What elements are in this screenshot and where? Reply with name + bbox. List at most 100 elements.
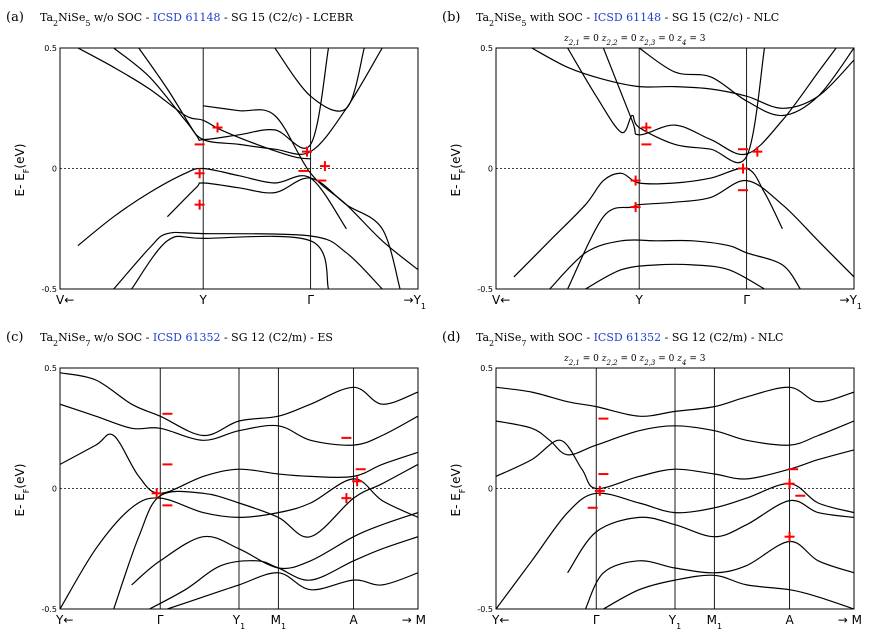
band-line <box>77 48 311 160</box>
band-chart-b: (b) Ta2NiSe5 with SOC - ICSD 61148 - SG 1… <box>442 10 862 311</box>
y-tick-label: -0.5 <box>41 605 57 614</box>
band-line <box>496 420 854 456</box>
band-line <box>585 263 765 289</box>
band-line <box>60 403 418 446</box>
chart-title: Ta2NiSe5 w/o SOC - ICSD 61148 - SG 15 (C… <box>40 11 354 28</box>
panel-label: (d) <box>442 330 460 345</box>
kpoint-label: Y <box>199 293 208 307</box>
kpoint-label: Y← <box>55 613 73 627</box>
kpoint-label: A <box>349 613 358 627</box>
y-tick-label: 0 <box>52 165 57 174</box>
y-tick-label: 0.5 <box>44 44 57 53</box>
band-line <box>60 478 418 609</box>
band-line <box>203 105 418 271</box>
y-tick-label: 0.5 <box>480 44 493 53</box>
z2-invariants: z2,1 = 0 z2,2 = 0 z2,3 = 0 z4 = 3 <box>563 354 706 367</box>
band-chart-d: (d) Ta2NiSe7 with SOC - ICSD 61352 - SG 1… <box>442 330 862 631</box>
z2-invariants: z2,1 = 0 z2,2 = 0 z2,3 = 0 z4 = 3 <box>563 34 706 47</box>
band-line <box>567 48 766 164</box>
band-line <box>113 48 383 155</box>
kpoint-label: →Y1 <box>404 293 426 311</box>
band-line <box>138 48 330 149</box>
band-line <box>603 574 854 609</box>
plot-frame <box>59 47 419 290</box>
y-tick-label: 0 <box>488 165 493 174</box>
band-line <box>513 167 783 278</box>
parity-plus-marker <box>194 168 205 179</box>
panel-label: (a) <box>6 10 24 25</box>
parity-plus-marker <box>752 146 763 157</box>
kpoint-label: M1 <box>271 613 286 631</box>
band-line <box>274 48 365 112</box>
band-chart-a: (a) Ta2NiSe5 w/o SOC - ICSD 61148 - SG 15… <box>6 10 426 311</box>
parity-plus-marker <box>212 122 223 133</box>
band-line <box>77 167 347 247</box>
y-axis-label: E- EF(eV) <box>13 464 31 517</box>
band-group <box>77 48 418 289</box>
band-line <box>167 572 418 609</box>
parity-plus-marker <box>630 175 641 186</box>
kpoint-label: Γ <box>743 293 750 307</box>
band-line <box>584 540 854 609</box>
kpoint-label: V← <box>56 293 74 307</box>
y-tick-label: -0.5 <box>41 285 57 294</box>
plot-frame <box>59 367 419 610</box>
band-line <box>113 463 418 609</box>
band-line <box>567 499 854 574</box>
kpoint-label: Γ <box>157 613 164 627</box>
panel-a: (a) Ta2NiSe5 w/o SOC - ICSD 61148 - SG 15… <box>0 0 436 320</box>
icsd-link[interactable]: ICSD 61148 <box>594 11 662 24</box>
chart-title: Ta2NiSe7 w/o SOC - ICSD 61352 - SG 12 (C… <box>40 331 333 348</box>
icsd-link[interactable]: ICSD 61352 <box>594 331 662 344</box>
band-line <box>496 386 854 417</box>
kpoint-label: Y1 <box>232 613 245 631</box>
y-tick-label: 0 <box>52 485 57 494</box>
band-group <box>60 372 418 609</box>
plot-frame <box>495 367 855 610</box>
band-line <box>549 239 801 289</box>
parity-plus-marker <box>594 485 605 496</box>
parity-plus-marker <box>641 122 652 133</box>
chart-title: Ta2NiSe5 with SOC - ICSD 61148 - SG 15 (… <box>476 11 779 28</box>
kpoint-label: Γ <box>307 293 314 307</box>
y-tick-label: 0.5 <box>480 364 493 373</box>
band-line <box>60 372 418 437</box>
parity-plus-marker <box>352 476 363 487</box>
kpoint-label: Y1 <box>668 613 681 631</box>
band-line <box>131 512 418 586</box>
icsd-link[interactable]: ICSD 61148 <box>153 11 221 24</box>
band-line <box>602 48 837 156</box>
panel-label: (b) <box>442 10 460 25</box>
chart-title: Ta2NiSe7 with SOC - ICSD 61352 - SG 12 (… <box>476 331 783 348</box>
band-line <box>166 177 401 289</box>
band-line <box>149 536 418 609</box>
y-axis-label: E- EF(eV) <box>13 144 31 197</box>
band-group <box>496 386 854 609</box>
icsd-link[interactable]: ICSD 61352 <box>153 331 221 344</box>
parity-plus-marker <box>302 146 313 157</box>
y-axis-label: E- EF(eV) <box>449 464 467 517</box>
kpoint-label: → M <box>838 613 862 627</box>
y-tick-label: 0.5 <box>44 364 57 373</box>
parity-plus-marker <box>738 163 749 174</box>
band-chart-c: (c) Ta2NiSe7 w/o SOC - ICSD 61352 - SG 12… <box>6 330 426 631</box>
band-line <box>113 231 383 289</box>
panel-d: (d) Ta2NiSe7 with SOC - ICSD 61352 - SG 1… <box>436 320 871 640</box>
y-tick-label: -0.5 <box>477 605 493 614</box>
parity-plus-marker <box>784 531 795 542</box>
band-line <box>496 483 854 609</box>
band-line <box>567 179 854 289</box>
parity-plus-marker <box>151 488 162 499</box>
kpoint-label: Y <box>635 293 644 307</box>
parity-plus-marker <box>784 478 795 489</box>
kpoint-label: V← <box>492 293 510 307</box>
band-line <box>531 48 854 109</box>
panel-b: (b) Ta2NiSe5 with SOC - ICSD 61148 - SG 1… <box>436 0 871 320</box>
kpoint-label: M1 <box>707 613 722 631</box>
band-line <box>60 433 418 494</box>
kpoint-label: Γ <box>593 613 600 627</box>
y-tick-label: -0.5 <box>477 285 493 294</box>
band-group <box>513 48 854 289</box>
parity-plus-marker <box>319 161 330 172</box>
panel-label: (c) <box>6 330 23 345</box>
